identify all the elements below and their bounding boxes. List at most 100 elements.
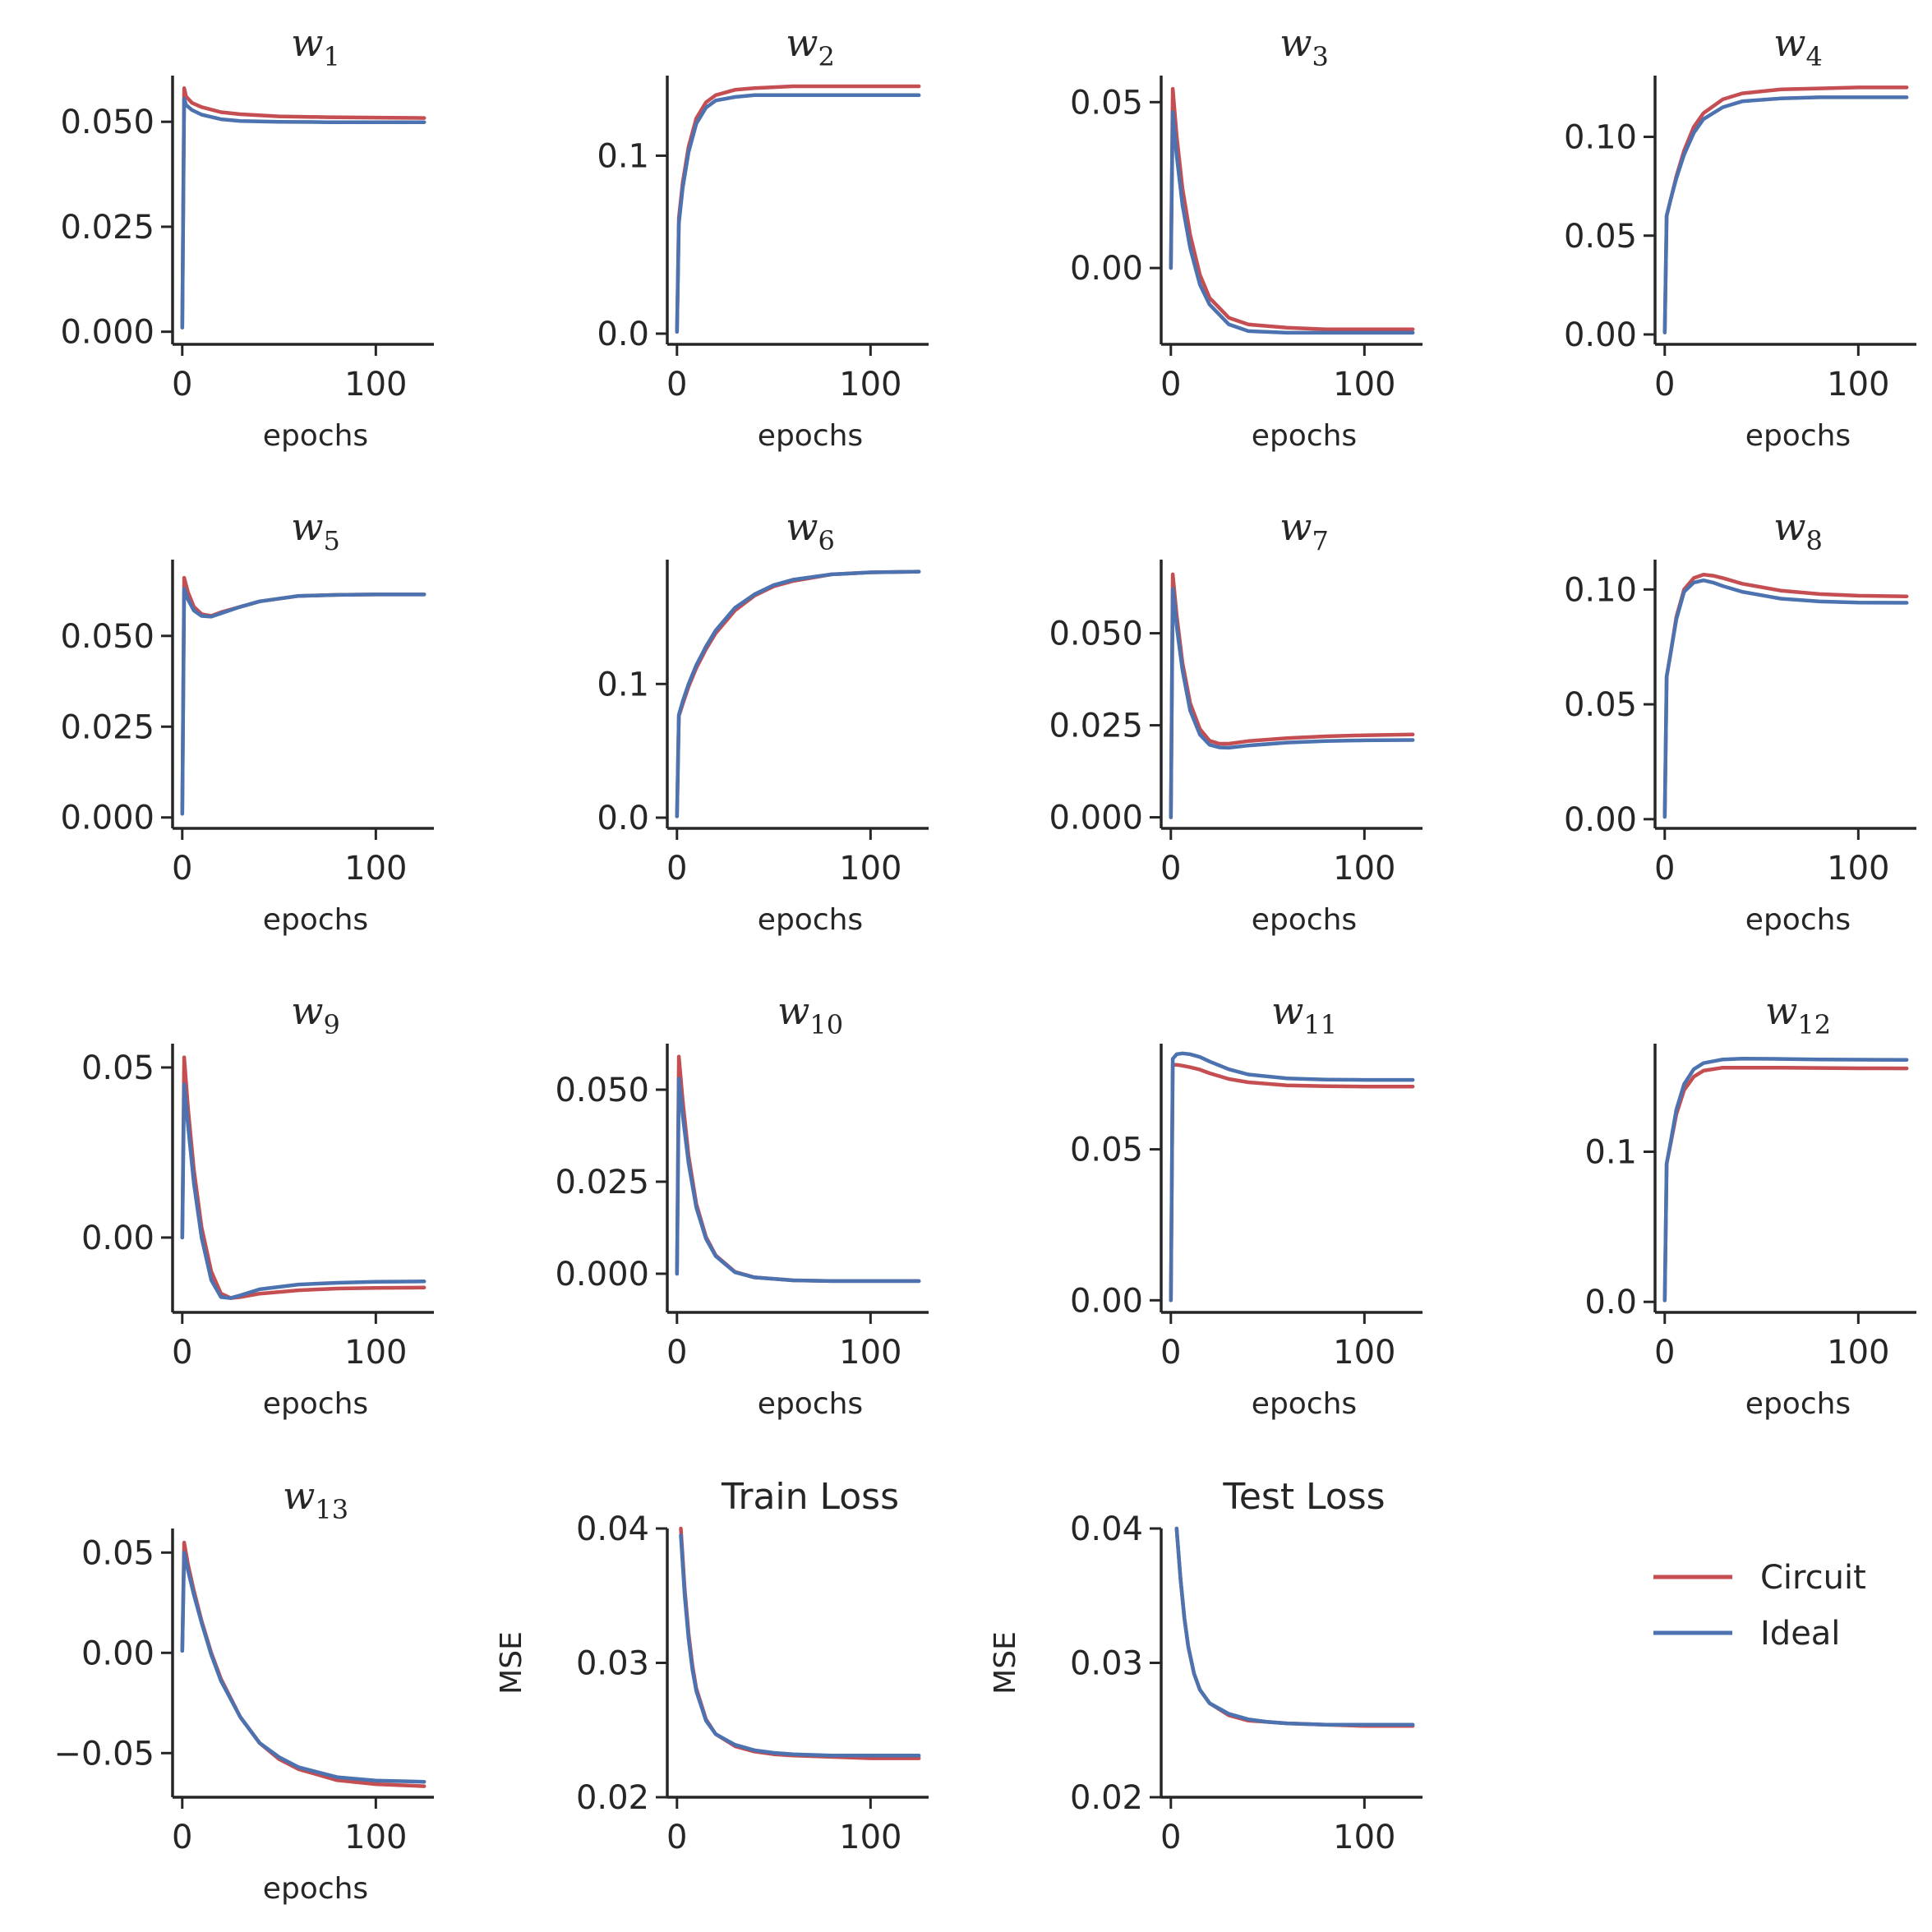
subplot-title: w1 [291,21,340,72]
x-axis-label: epochs [1745,903,1851,937]
series-line-circuit [1169,1063,1415,1303]
subplot-15: Test Loss 0 100 0.02 0.03 0.04 MSE [989,1476,1422,1856]
y-tick-label: 0.00 [1564,316,1637,354]
series-line-circuit [1662,572,1909,819]
subplot-7: w7 0 100 0.000 0.025 0.050 epochs [1049,505,1422,937]
y-tick-label: 0.05 [1564,686,1637,724]
subplot-title: w8 [1773,505,1823,556]
title-subscript: 8 [1806,525,1823,556]
title-subscript: 1 [324,41,340,72]
x-tick-label: 0 [1160,1334,1181,1372]
series-line-ideal [180,1551,427,1784]
x-tick-label: 0 [1160,366,1181,403]
series-line-circuit [1169,572,1415,819]
subplot-title: w12 [1765,989,1831,1040]
legend-item-ideal: Ideal [1653,1615,1840,1653]
series-line-ideal [1169,587,1415,819]
x-axis-label: epochs [758,419,863,453]
subplot-14: Train Loss 0 100 0.02 0.03 0.04 MSE [495,1476,929,1856]
x-tick-label: 100 [1827,1334,1889,1372]
y-tick-label: 0.000 [60,314,154,352]
x-tick-label: 100 [1827,850,1889,888]
series-line-ideal [1169,1051,1415,1303]
title-symbol: w [1773,505,1805,549]
y-tick-label: 0.00 [81,1220,154,1257]
subplot-title: w3 [1280,21,1329,72]
x-tick-label: 0 [172,366,192,403]
y-tick-label: 0.025 [60,708,154,746]
x-tick-label: 100 [1333,850,1395,888]
subplot-title: w10 [777,989,843,1040]
x-tick-label: 0 [1160,850,1181,888]
title-subscript: 6 [818,525,835,556]
series-line-ideal [675,569,921,818]
title-symbol: w [1773,21,1805,65]
y-tick-label: 0.1 [597,137,649,175]
x-tick-label: 100 [344,1334,407,1372]
subplot-title: w4 [1773,21,1823,72]
x-axis-label: epochs [263,1872,368,1906]
title-symbol: w [1280,21,1312,65]
x-tick-label: 100 [1333,1334,1395,1372]
title-symbol: w [291,21,323,65]
x-tick-label: 0 [172,1819,192,1856]
x-tick-label: 0 [666,850,687,888]
x-tick-label: 100 [1827,366,1889,403]
title-subscript: 11 [1303,1009,1337,1040]
y-tick-label: 0.025 [60,209,154,247]
y-tick-label: 0.05 [1070,84,1143,122]
subplot-11: w11 0 100 0.00 0.05 epochs [1070,989,1422,1421]
subplot-title: w9 [291,989,340,1040]
y-tick-label: 0.02 [1070,1779,1143,1817]
y-tick-label: 0.050 [555,1072,649,1109]
y-tick-label: 0.10 [1564,571,1637,609]
y-tick-label: 0.000 [555,1256,649,1293]
x-axis-label: epochs [758,903,863,937]
y-tick-label: 0.05 [81,1049,154,1087]
y-tick-label: 0.0 [597,800,649,837]
y-tick-label: 0.050 [60,618,154,656]
y-tick-label: 0.05 [1564,218,1637,256]
subplot-title: w2 [786,21,835,72]
title-symbol: w [777,989,809,1033]
series-line-circuit [180,1055,427,1300]
title-symbol: w [1280,505,1312,549]
y-tick-label: 0.05 [81,1534,154,1572]
series-line-ideal [675,1077,921,1284]
title-subscript: 10 [809,1009,843,1040]
y-tick-label: 0.00 [1070,250,1143,288]
series-line-circuit [1174,1526,1415,1728]
x-axis-label: epochs [263,419,368,453]
series-line-ideal [1169,110,1415,335]
series-line-ideal [1662,95,1909,334]
x-axis-label: epochs [758,1387,863,1421]
x-axis-label: epochs [263,1387,368,1421]
x-tick-label: 100 [839,1819,901,1856]
series-line-ideal [679,1533,921,1758]
subplot-title: w11 [1271,989,1337,1040]
title-subscript: 2 [818,41,835,72]
title-symbol: w [1765,989,1797,1033]
x-tick-label: 100 [344,366,407,403]
series-line-ideal [180,587,427,816]
x-axis-label: epochs [1252,1387,1357,1421]
y-tick-label: 0.03 [576,1645,649,1683]
series-line-circuit [180,86,427,330]
y-tick-label: 0.00 [81,1635,154,1672]
y-tick-label: 0.03 [1070,1645,1143,1683]
subplot-3: w3 0 100 0.00 0.05 epochs [1070,21,1422,453]
subplot-5: w5 0 100 0.000 0.025 0.050 epochs [60,505,434,937]
subplot-title: Train Loss [721,1476,899,1518]
x-tick-label: 100 [839,1334,901,1372]
series-line-ideal [180,96,427,330]
x-tick-label: 0 [172,850,192,888]
y-tick-label: 0.000 [60,800,154,837]
y-tick-label: 0.05 [1070,1132,1143,1169]
title-symbol: w [1271,989,1303,1033]
title-symbol: w [283,1473,315,1518]
title-symbol: w [291,505,323,549]
subplot-12: w12 0 100 0.0 0.1 epochs [1584,989,1916,1421]
